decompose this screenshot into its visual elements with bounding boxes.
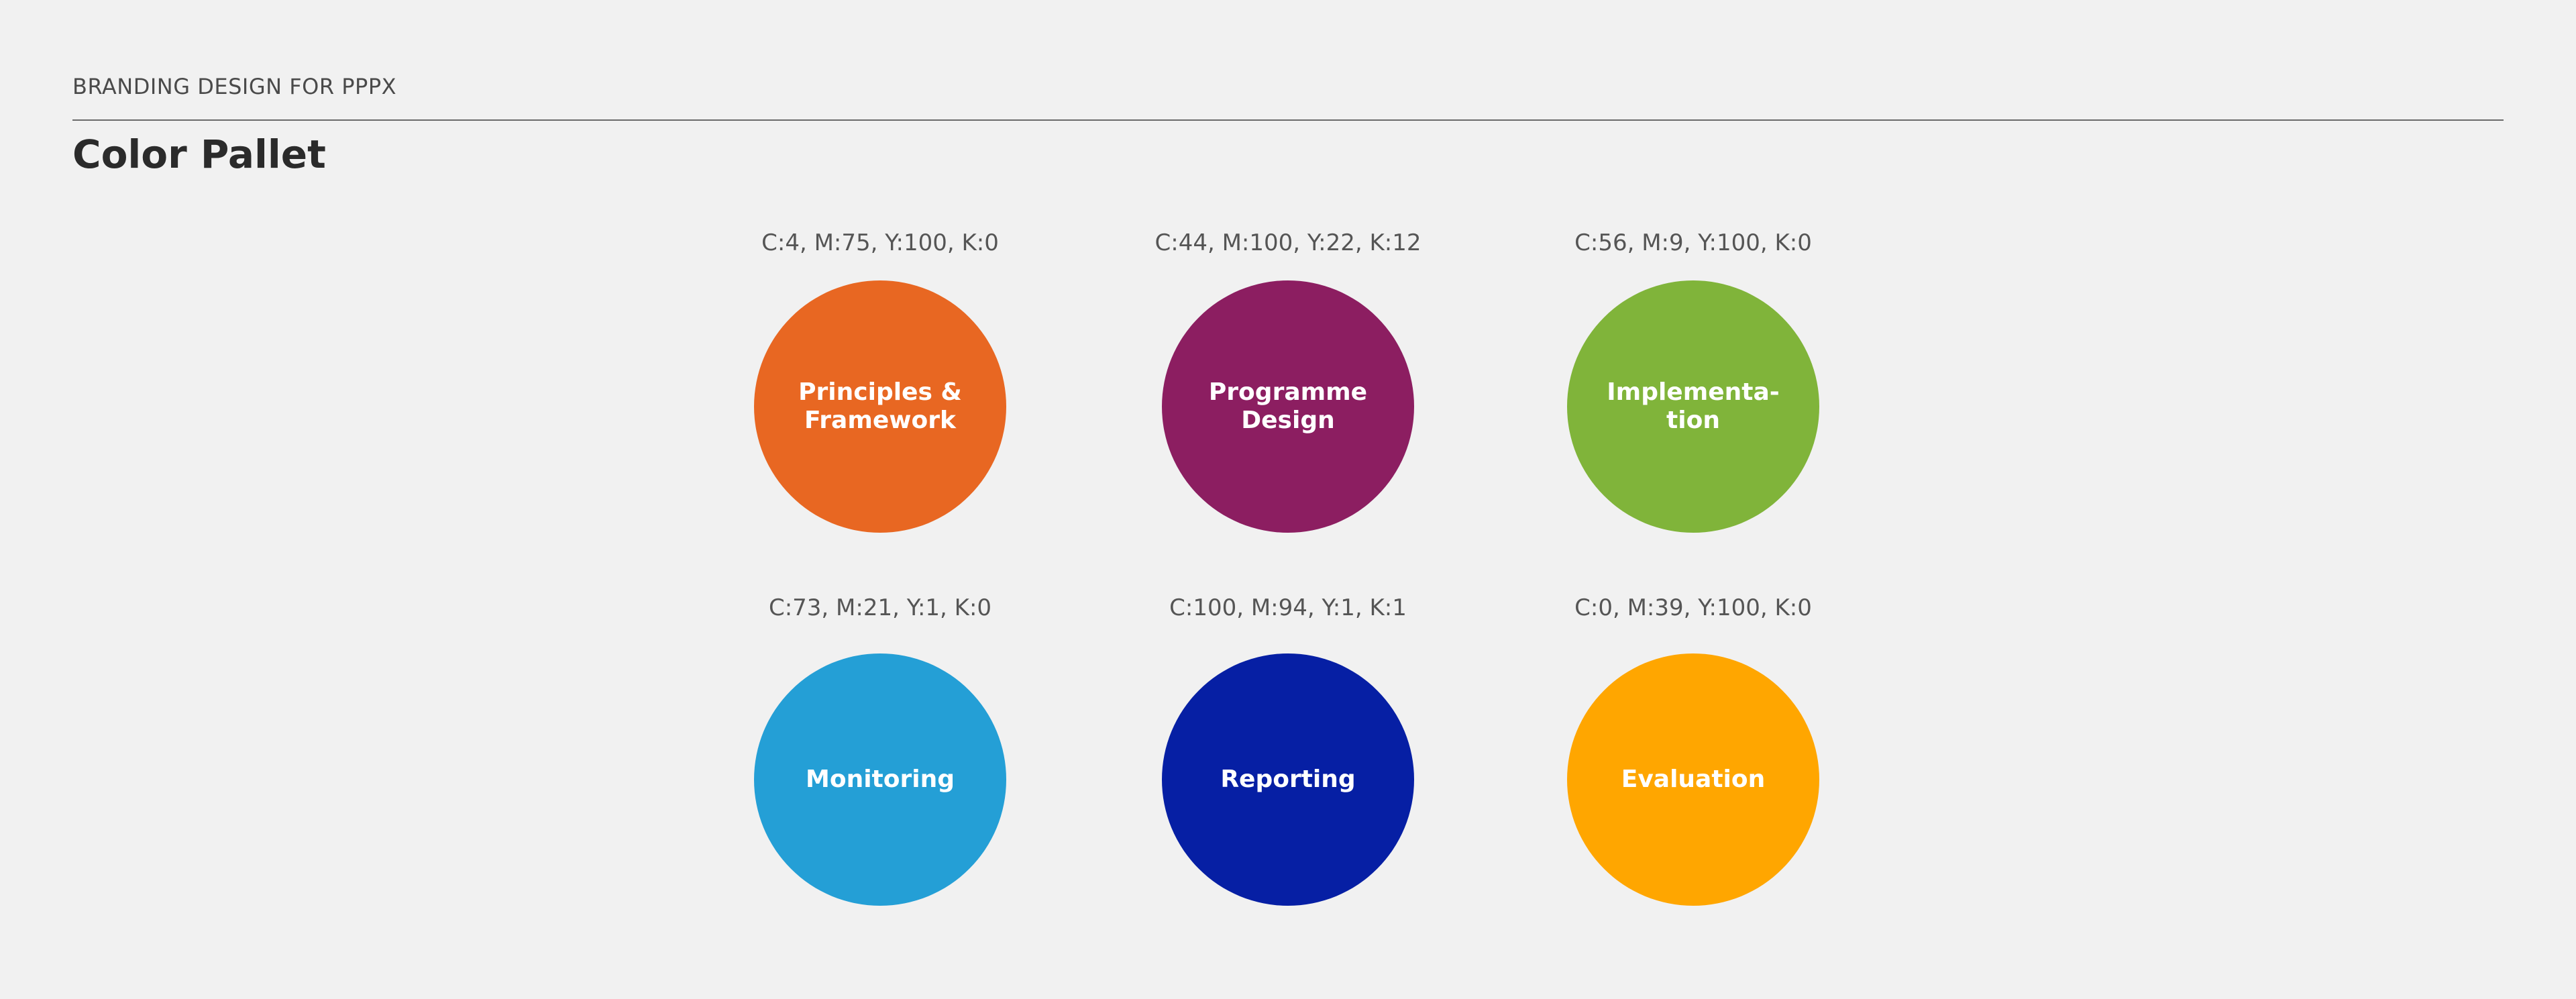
cmyk-value: C:0, M:39, Y:100, K:0	[1574, 594, 1812, 621]
circle-label: Monitoring	[806, 766, 955, 793]
swatch-evaluation: C:0, M:39, Y:100, K:0 Evaluation	[1505, 594, 1881, 916]
swatch-implementation: C:56, M:9, Y:100, K:0 Implementa- tion	[1505, 229, 1881, 551]
cmyk-value: C:73, M:21, Y:1, K:0	[768, 594, 992, 621]
circle-label: Programme Design	[1208, 378, 1368, 434]
cmyk-value: C:100, M:94, Y:1, K:1	[1169, 594, 1407, 621]
color-circle: Principles & Framework	[754, 280, 1006, 533]
swatch-programme-design: C:44, M:100, Y:22, K:12 Programme Design	[1100, 229, 1476, 551]
color-circle: Programme Design	[1162, 280, 1414, 533]
swatch-monitoring: C:73, M:21, Y:1, K:0 Monitoring	[692, 594, 1068, 916]
header-divider	[72, 119, 2504, 121]
cmyk-value: C:4, M:75, Y:100, K:0	[761, 229, 999, 256]
color-circle: Evaluation	[1567, 653, 1819, 906]
circle-label: Principles & Framework	[798, 378, 962, 434]
page-title: Color Pallet	[72, 132, 326, 177]
swatch-principles-framework: C:4, M:75, Y:100, K:0 Principles & Frame…	[692, 229, 1068, 551]
swatch-reporting: C:100, M:94, Y:1, K:1 Reporting	[1100, 594, 1476, 916]
page-kicker: BRANDING DESIGN FOR PPPX	[72, 74, 397, 99]
color-circle: Monitoring	[754, 653, 1006, 906]
cmyk-value: C:56, M:9, Y:100, K:0	[1574, 229, 1812, 256]
circle-label: Evaluation	[1621, 766, 1766, 793]
cmyk-value: C:44, M:100, Y:22, K:12	[1155, 229, 1421, 256]
circle-label: Implementa- tion	[1607, 378, 1780, 434]
circle-label: Reporting	[1220, 766, 1356, 793]
color-circle: Implementa- tion	[1567, 280, 1819, 533]
color-circle: Reporting	[1162, 653, 1414, 906]
